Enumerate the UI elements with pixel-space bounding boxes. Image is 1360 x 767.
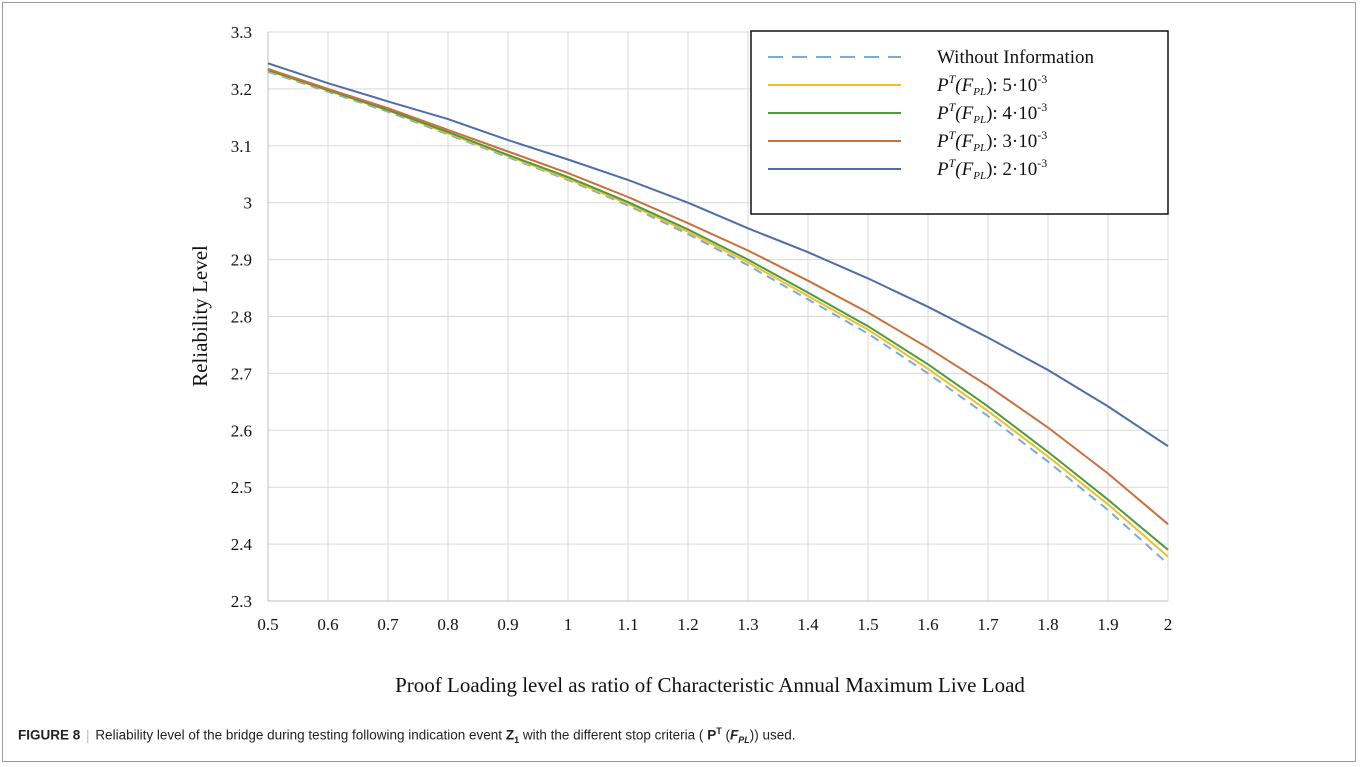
caption-text-middle: with the different stop criteria ( — [522, 727, 704, 743]
y-tick-label: 2.7 — [231, 364, 253, 383]
x-tick-label: 0.9 — [497, 615, 518, 634]
y-tick-label: 2.9 — [231, 251, 252, 270]
x-tick-label: 0.8 — [437, 615, 458, 634]
figure-caption: FIGURE 8 | Reliability level of the brid… — [18, 726, 1338, 745]
caption-p-sup: T — [716, 726, 722, 736]
x-tick-label: 1.1 — [617, 615, 638, 634]
legend-label: PT(FPL): 3·10-3 — [936, 128, 1047, 154]
x-tick-label: 2 — [1164, 615, 1173, 634]
y-tick-label: 2.5 — [231, 478, 252, 497]
x-tick-label: 0.7 — [377, 615, 399, 634]
caption-f-open: ( — [721, 727, 730, 743]
caption-f-close: )) — [749, 727, 759, 743]
y-tick-label: 2.4 — [231, 535, 253, 554]
legend-label: PT(FPL): 5·10-3 — [936, 72, 1047, 98]
series-line — [267, 68, 1169, 525]
legend-box — [750, 30, 1169, 215]
caption-z: Z — [505, 727, 515, 743]
caption-f-sub: PL — [738, 735, 750, 746]
caption-text-after: used. — [762, 727, 796, 743]
legend-label: PT(FPL): 4·10-3 — [936, 100, 1047, 126]
series-line — [267, 62, 1169, 448]
x-tick-label: 1.5 — [857, 615, 878, 634]
x-tick-label: 1.9 — [1097, 615, 1118, 634]
x-tick-label: 1 — [564, 615, 573, 634]
series-line — [267, 69, 1169, 551]
x-tick-label: 1.2 — [677, 615, 698, 634]
x-tick-label: 1.3 — [737, 615, 758, 634]
y-tick-label: 3 — [244, 194, 253, 213]
caption-text-before: Reliability level of the bridge during t… — [95, 727, 506, 743]
caption-z-sub: 1 — [514, 735, 520, 746]
caption-label: FIGURE 8 — [18, 727, 81, 743]
series-line — [267, 70, 1169, 565]
x-tick-label: 1.4 — [797, 615, 819, 634]
x-axis-title: Proof Loading level as ratio of Characte… — [395, 673, 1025, 697]
caption-separator: | — [86, 727, 90, 743]
caption-f: F — [729, 727, 739, 743]
caption-p: P — [707, 727, 717, 743]
legend-label: Without Information — [937, 47, 1095, 68]
y-tick-label: 3.3 — [231, 23, 252, 42]
y-tick-label: 2.8 — [231, 308, 252, 327]
y-tick-label: 3.1 — [231, 137, 252, 156]
x-tick-label: 1.8 — [1037, 615, 1058, 634]
reliability-line-chart: 0.5 0.6 0.7 0.8 0.9 1 1.1 1.2 1.3 1.4 1.5 1.6 1.7 1.8… — [188, 23, 1173, 697]
y-tick-label: 3.2 — [231, 80, 252, 99]
x-tick-label: 1.7 — [977, 615, 999, 634]
y-axis-title: Reliability Level — [188, 245, 212, 387]
y-tick-label: 2.6 — [231, 421, 252, 440]
x-tick-label: 0.5 — [257, 615, 278, 634]
x-tick-label: 1.6 — [917, 615, 938, 634]
y-tick-label: 2.3 — [231, 592, 252, 611]
x-tick-label: 0.6 — [317, 615, 338, 634]
legend-label: PT(FPL): 2·10-3 — [936, 156, 1047, 182]
